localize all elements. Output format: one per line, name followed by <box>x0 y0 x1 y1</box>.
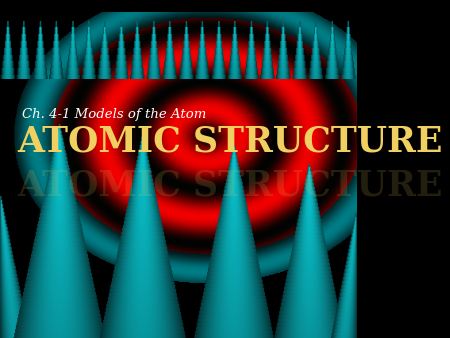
Text: ATOMIC STRUCTURE: ATOMIC STRUCTURE <box>18 125 443 159</box>
Text: Ch. 4-1 Models of the Atom: Ch. 4-1 Models of the Atom <box>22 108 207 121</box>
Text: ATOMIC STRUCTURE: ATOMIC STRUCTURE <box>18 168 443 202</box>
